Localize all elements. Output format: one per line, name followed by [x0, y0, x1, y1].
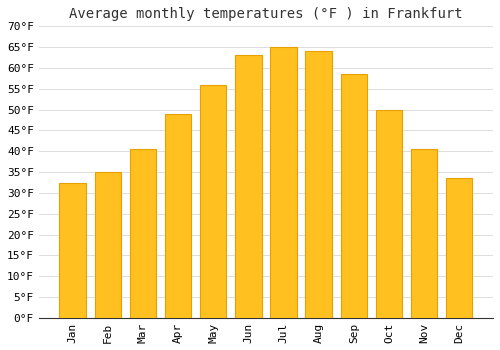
Bar	[306, 51, 332, 318]
Bar	[200, 85, 226, 318]
Bar	[411, 149, 438, 318]
Bar	[60, 183, 86, 318]
Bar	[340, 74, 367, 318]
Bar	[165, 114, 191, 318]
Bar	[235, 55, 262, 318]
Bar	[446, 178, 472, 318]
Bar	[94, 172, 121, 318]
Bar	[376, 110, 402, 318]
Bar	[130, 149, 156, 318]
Bar	[270, 47, 296, 318]
Title: Average monthly temperatures (°F ) in Frankfurt: Average monthly temperatures (°F ) in Fr…	[69, 7, 462, 21]
